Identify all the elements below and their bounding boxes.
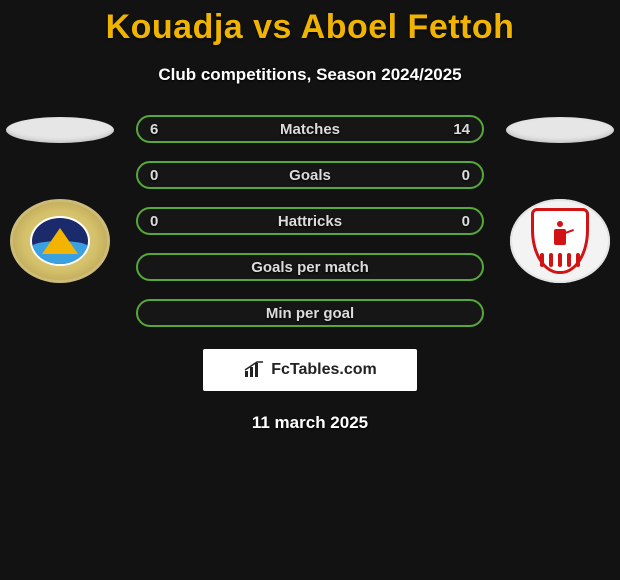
stat-row-min-per-goal: Min per goal — [136, 299, 484, 327]
attribution-text: FcTables.com — [271, 361, 377, 379]
left-team-column — [0, 115, 120, 283]
right-player-placeholder — [506, 117, 614, 143]
stat-label: Goals per match — [251, 259, 369, 276]
stat-row-goals-per-match: Goals per match — [136, 253, 484, 281]
page-title: Kouadja vs Aboel Fettoh — [0, 0, 620, 47]
stat-label: Min per goal — [266, 305, 354, 322]
right-team-column — [500, 115, 620, 283]
stat-label: Matches — [280, 121, 340, 138]
chart-bars-icon — [243, 361, 265, 379]
stats-list: 6 Matches 14 0 Goals 0 0 Hattricks 0 Goa… — [136, 115, 484, 327]
stat-right-value: 14 — [453, 121, 470, 138]
attribution-badge: FcTables.com — [203, 349, 417, 391]
stat-left-value: 0 — [150, 167, 158, 184]
stat-label: Goals — [289, 167, 331, 184]
stat-left-value: 6 — [150, 121, 158, 138]
comparison-area: 6 Matches 14 0 Goals 0 0 Hattricks 0 Goa… — [0, 115, 620, 433]
subtitle: Club competitions, Season 2024/2025 — [0, 65, 620, 85]
stat-left-value: 0 — [150, 213, 158, 230]
left-player-placeholder — [6, 117, 114, 143]
date-text: 11 march 2025 — [0, 413, 620, 433]
right-club-logo — [510, 199, 610, 283]
stat-label: Hattricks — [278, 213, 342, 230]
stat-row-matches: 6 Matches 14 — [136, 115, 484, 143]
stat-row-goals: 0 Goals 0 — [136, 161, 484, 189]
stat-right-value: 0 — [462, 213, 470, 230]
stat-row-hattricks: 0 Hattricks 0 — [136, 207, 484, 235]
left-club-logo — [10, 199, 110, 283]
stat-right-value: 0 — [462, 167, 470, 184]
